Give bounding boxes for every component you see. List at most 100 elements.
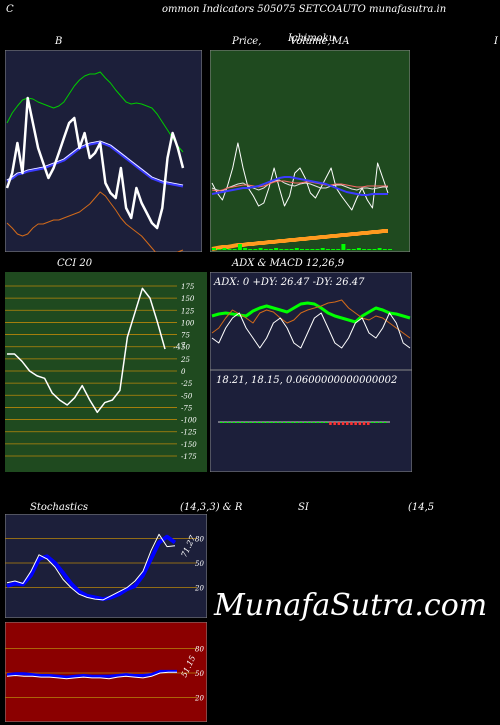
volume-bar — [362, 249, 367, 250]
cci-tick-label: 50 — [181, 344, 190, 352]
stoch-background — [5, 514, 207, 618]
macd-histogram-bar — [270, 422, 273, 423]
cci-line — [7, 287, 166, 414]
cci-tick-label: -125 — [181, 429, 197, 437]
rsi-tick-label: 80 — [195, 645, 204, 653]
stoch-params: (14,3,3) & R — [180, 502, 243, 513]
volume-bar — [331, 249, 336, 250]
macd-histogram-bar — [329, 422, 332, 425]
chart-header: C ommon Indicators 505075 SETCOAUTO muna… — [0, 4, 500, 18]
macd-readout: 18.21, 18.15, 0.0600000000000002 — [216, 375, 398, 386]
stoch-tick-label: 20 — [194, 585, 204, 593]
rsi-params: (14,5 — [408, 502, 435, 513]
price-panel: Price, Volume, Ichimoku MA — [210, 33, 410, 252]
volume-bar — [310, 249, 315, 250]
macd-histogram-bar — [379, 422, 383, 423]
volume-bar — [289, 249, 294, 250]
volume-bar — [351, 249, 356, 250]
price-series-2 — [211, 180, 388, 192]
rsi-series-0 — [6, 669, 177, 679]
volume-bar — [279, 249, 284, 250]
volume-bar — [341, 244, 346, 250]
volume-bar — [372, 249, 377, 250]
rsi-tick-label: 50 — [195, 670, 204, 678]
macd-histogram-bar — [262, 422, 265, 423]
macd-histogram-bar — [333, 422, 336, 425]
cci-tick-label: -75 — [181, 404, 193, 412]
volume-bar — [212, 248, 216, 250]
bollinger-series-3 — [5, 96, 185, 230]
stoch-tick-label: 80 — [195, 535, 204, 543]
price-title-b: Volume, — [290, 36, 331, 47]
cci-tick-label: 175 — [181, 283, 195, 291]
macd-histogram-bar — [236, 422, 240, 423]
cci-chart: 175 150 125 100 75 50 25 0 -25 -50 -75 -100 -125 -150… — [5, 272, 207, 472]
macd-histogram-bar — [291, 422, 294, 423]
cci-tick-label: 75 — [181, 332, 190, 340]
macd-histogram-bar — [367, 422, 370, 425]
watermark: MunafaSutra.com — [214, 588, 488, 623]
price-title-c: MA — [332, 36, 350, 47]
rsi-panel: 80 50 20 51.15 — [5, 622, 207, 722]
macd-histogram-bar — [245, 422, 248, 423]
cci-tick-label: -100 — [181, 417, 197, 425]
price-chart — [210, 50, 410, 252]
bollinger-series-0 — [6, 71, 184, 153]
stoch-title: Stochastics — [30, 502, 88, 513]
volume-bar — [253, 249, 258, 250]
volume-bar — [382, 249, 387, 250]
macd-histogram-bar — [304, 422, 307, 423]
volume-bar — [325, 249, 330, 250]
macd-histogram-bar — [358, 422, 362, 425]
macd-histogram-bar — [346, 422, 349, 425]
macd-histogram-bar — [312, 422, 315, 423]
volume-bar — [274, 248, 279, 250]
bollinger-background — [5, 50, 202, 252]
volume-bar — [356, 248, 361, 250]
stoch-chart: 80 50 20 — [5, 514, 207, 618]
adx-background — [210, 272, 412, 371]
macd-histogram-bar — [337, 422, 341, 425]
macd-histogram-bar — [375, 422, 378, 423]
macd-histogram-bar — [253, 422, 257, 423]
adx-series-0 — [211, 301, 411, 324]
macd-histogram-bar — [232, 422, 236, 423]
macd-histogram-bar — [266, 422, 269, 423]
macd-background — [210, 369, 412, 472]
price-title-overlay: Ichimoku — [288, 33, 336, 44]
cci-tick-label: 0 — [181, 368, 186, 376]
cci-tick-label: 125 — [181, 307, 195, 315]
macd-histogram-bar — [320, 422, 324, 423]
macd-histogram-bar — [350, 422, 353, 425]
cci-tick-label: 100 — [181, 319, 195, 327]
volume-bar — [346, 249, 351, 250]
volume-bar — [222, 248, 227, 250]
volume-bar — [227, 249, 232, 250]
macd-histogram-bar — [287, 422, 290, 423]
stoch-series-0 — [6, 534, 177, 602]
cci-tick-label: -175 — [181, 453, 197, 461]
price-background — [210, 50, 410, 252]
macd-histogram-bar — [299, 422, 303, 423]
macd-histogram-bar — [316, 422, 320, 423]
volume-bar — [300, 249, 304, 250]
volume-bar — [237, 244, 242, 250]
macd-histogram-bar — [341, 422, 345, 425]
volume-bar — [243, 248, 248, 250]
bollinger-series-1-highlight — [6, 140, 184, 186]
macd-histogram-bar — [278, 422, 282, 423]
cci-tick-label: 25 — [180, 356, 190, 364]
volume-bar — [367, 249, 372, 250]
stoch-series-1 — [6, 533, 176, 601]
macd-histogram-bar — [383, 422, 387, 423]
volume-bar — [248, 249, 253, 250]
macd-histogram-bar — [224, 422, 227, 423]
volume-bar — [377, 248, 382, 250]
macd-histogram-bar — [354, 422, 357, 425]
macd-histogram-bar — [371, 422, 374, 423]
cci-panel: CCI 20 175 150 125 100 75 50 25 0 -25 -50 -75 -100 -… — [5, 258, 207, 472]
cci-tick-label: -25 — [181, 380, 193, 388]
adx-chart — [210, 272, 412, 472]
stoch-panel: 80 50 20 71.27 — [5, 514, 207, 618]
volume-bar — [268, 249, 273, 250]
